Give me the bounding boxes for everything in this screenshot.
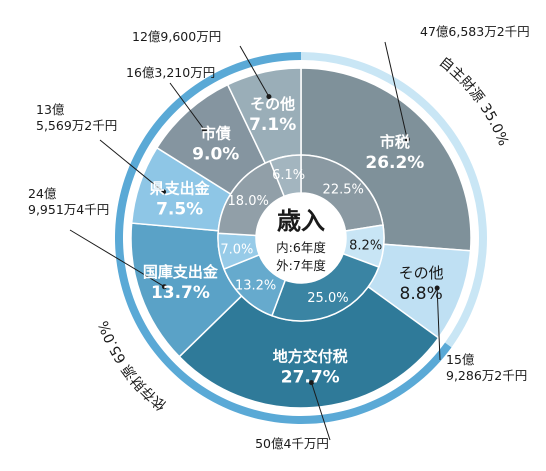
leader-dot-1 [434,285,440,291]
leader-dot-2 [308,380,314,386]
leader-line-0 [384,41,408,140]
leader-dot-6 [266,94,272,100]
outer-percent-5: 9.0% [192,145,239,165]
center-note-inner: 内:6年度 [276,240,326,255]
leader-dot-4 [161,189,167,195]
leader-line-4 [99,139,164,193]
outer-label-3: 国庫支出金 [143,263,219,281]
inner-percent-4: 7.0% [220,243,253,258]
leader-dot-0 [404,136,410,142]
leader-lines [69,41,441,441]
amount-label-5: 16億3,210万円 [126,65,215,80]
outer-label-1: その他 [399,264,444,282]
amount-label-6: 12億9,600万円 [132,29,221,44]
inner-percent-5: 18.0% [228,194,269,209]
outer-percent-0: 26.2% [365,153,424,173]
chart-title: 歳入 [277,207,325,235]
leader-line-6 [239,45,270,97]
amount-label-3-1: 9,951万4千円 [28,202,109,217]
amount-label-1-0: 15億 [446,352,475,367]
center-hole [256,193,346,283]
inner-percent-0: 22.5% [323,183,364,198]
outer-percent-4: 7.5% [156,199,203,219]
outer-percent-6: 7.1% [249,115,296,135]
outer-label-2: 地方交付税 [273,348,348,366]
amount-label-4-1: 5,569万2千円 [36,118,117,133]
outer-percent-3: 13.7% [151,283,210,303]
chart-labels: 市税 26.2% その他 8.8% 地方交付税 27.7% 国庫支出金 13.7% 県支出金 7.… [28,24,530,451]
outer-label-5: 市債 [201,125,231,143]
inner-percent-3: 13.2% [235,279,276,294]
inner-percent-2: 25.0% [307,291,348,306]
inner-percent-1: 8.2% [349,239,382,254]
leader-line-2 [310,382,331,441]
leader-dot-5 [201,127,207,133]
amount-label-3-0: 24億 [28,186,57,201]
outer-label-0: 市税 [380,133,410,151]
leader-dot-3 [161,284,167,290]
leader-line-1 [436,287,441,361]
amount-label-2: 50億4千万円 [255,436,329,451]
outer-ring-7 [130,67,472,409]
outer-label-6: その他 [250,95,295,113]
outer-percent-2: 27.7% [281,368,340,388]
leader-line-5 [169,82,205,131]
group-segment-0 [301,52,487,348]
leader-line-3 [69,229,165,288]
amount-label-0: 47億6,583万2千円 [420,24,530,39]
amount-label-1-1: 9,286万2千円 [446,368,527,383]
outer-label-4: 県支出金 [150,179,211,197]
outer-percent-1: 8.8% [400,284,443,304]
inner-percent-6: 6.1% [272,168,305,183]
center-note-outer: 外:7年度 [276,258,326,273]
amount-label-4-0: 13億 [36,102,65,117]
